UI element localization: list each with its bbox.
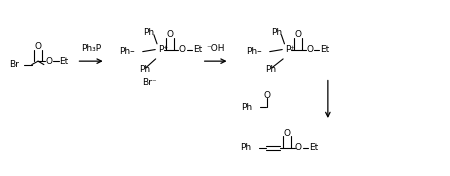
Text: Ph–: Ph– xyxy=(119,47,135,56)
Text: Et: Et xyxy=(193,45,202,54)
Text: P⁺: P⁺ xyxy=(158,45,168,54)
Text: ⁻OH: ⁻OH xyxy=(207,44,225,53)
Text: Ph: Ph xyxy=(240,143,251,152)
Text: O: O xyxy=(179,45,185,54)
Text: Ph: Ph xyxy=(265,65,276,74)
Text: Ph: Ph xyxy=(271,28,282,37)
Text: Ph: Ph xyxy=(139,65,150,74)
Text: P⁺: P⁺ xyxy=(285,45,296,54)
Text: O: O xyxy=(295,143,302,152)
Text: Ph–: Ph– xyxy=(246,47,261,56)
Text: O: O xyxy=(264,91,270,100)
Text: Et: Et xyxy=(59,57,69,66)
Text: Ph: Ph xyxy=(144,28,154,37)
Text: Ph₃P: Ph₃P xyxy=(81,44,101,53)
Text: O: O xyxy=(283,129,290,138)
Text: Et: Et xyxy=(320,45,329,54)
Text: O: O xyxy=(35,42,41,51)
Text: Br⁻: Br⁻ xyxy=(142,78,156,87)
Text: O: O xyxy=(294,30,302,39)
Text: O: O xyxy=(306,45,313,54)
Text: Br: Br xyxy=(9,60,19,69)
Text: O: O xyxy=(45,57,52,66)
Text: Et: Et xyxy=(309,143,318,152)
Text: ⁻: ⁻ xyxy=(289,48,293,56)
Text: Ph: Ph xyxy=(241,103,252,112)
Text: O: O xyxy=(167,30,174,39)
